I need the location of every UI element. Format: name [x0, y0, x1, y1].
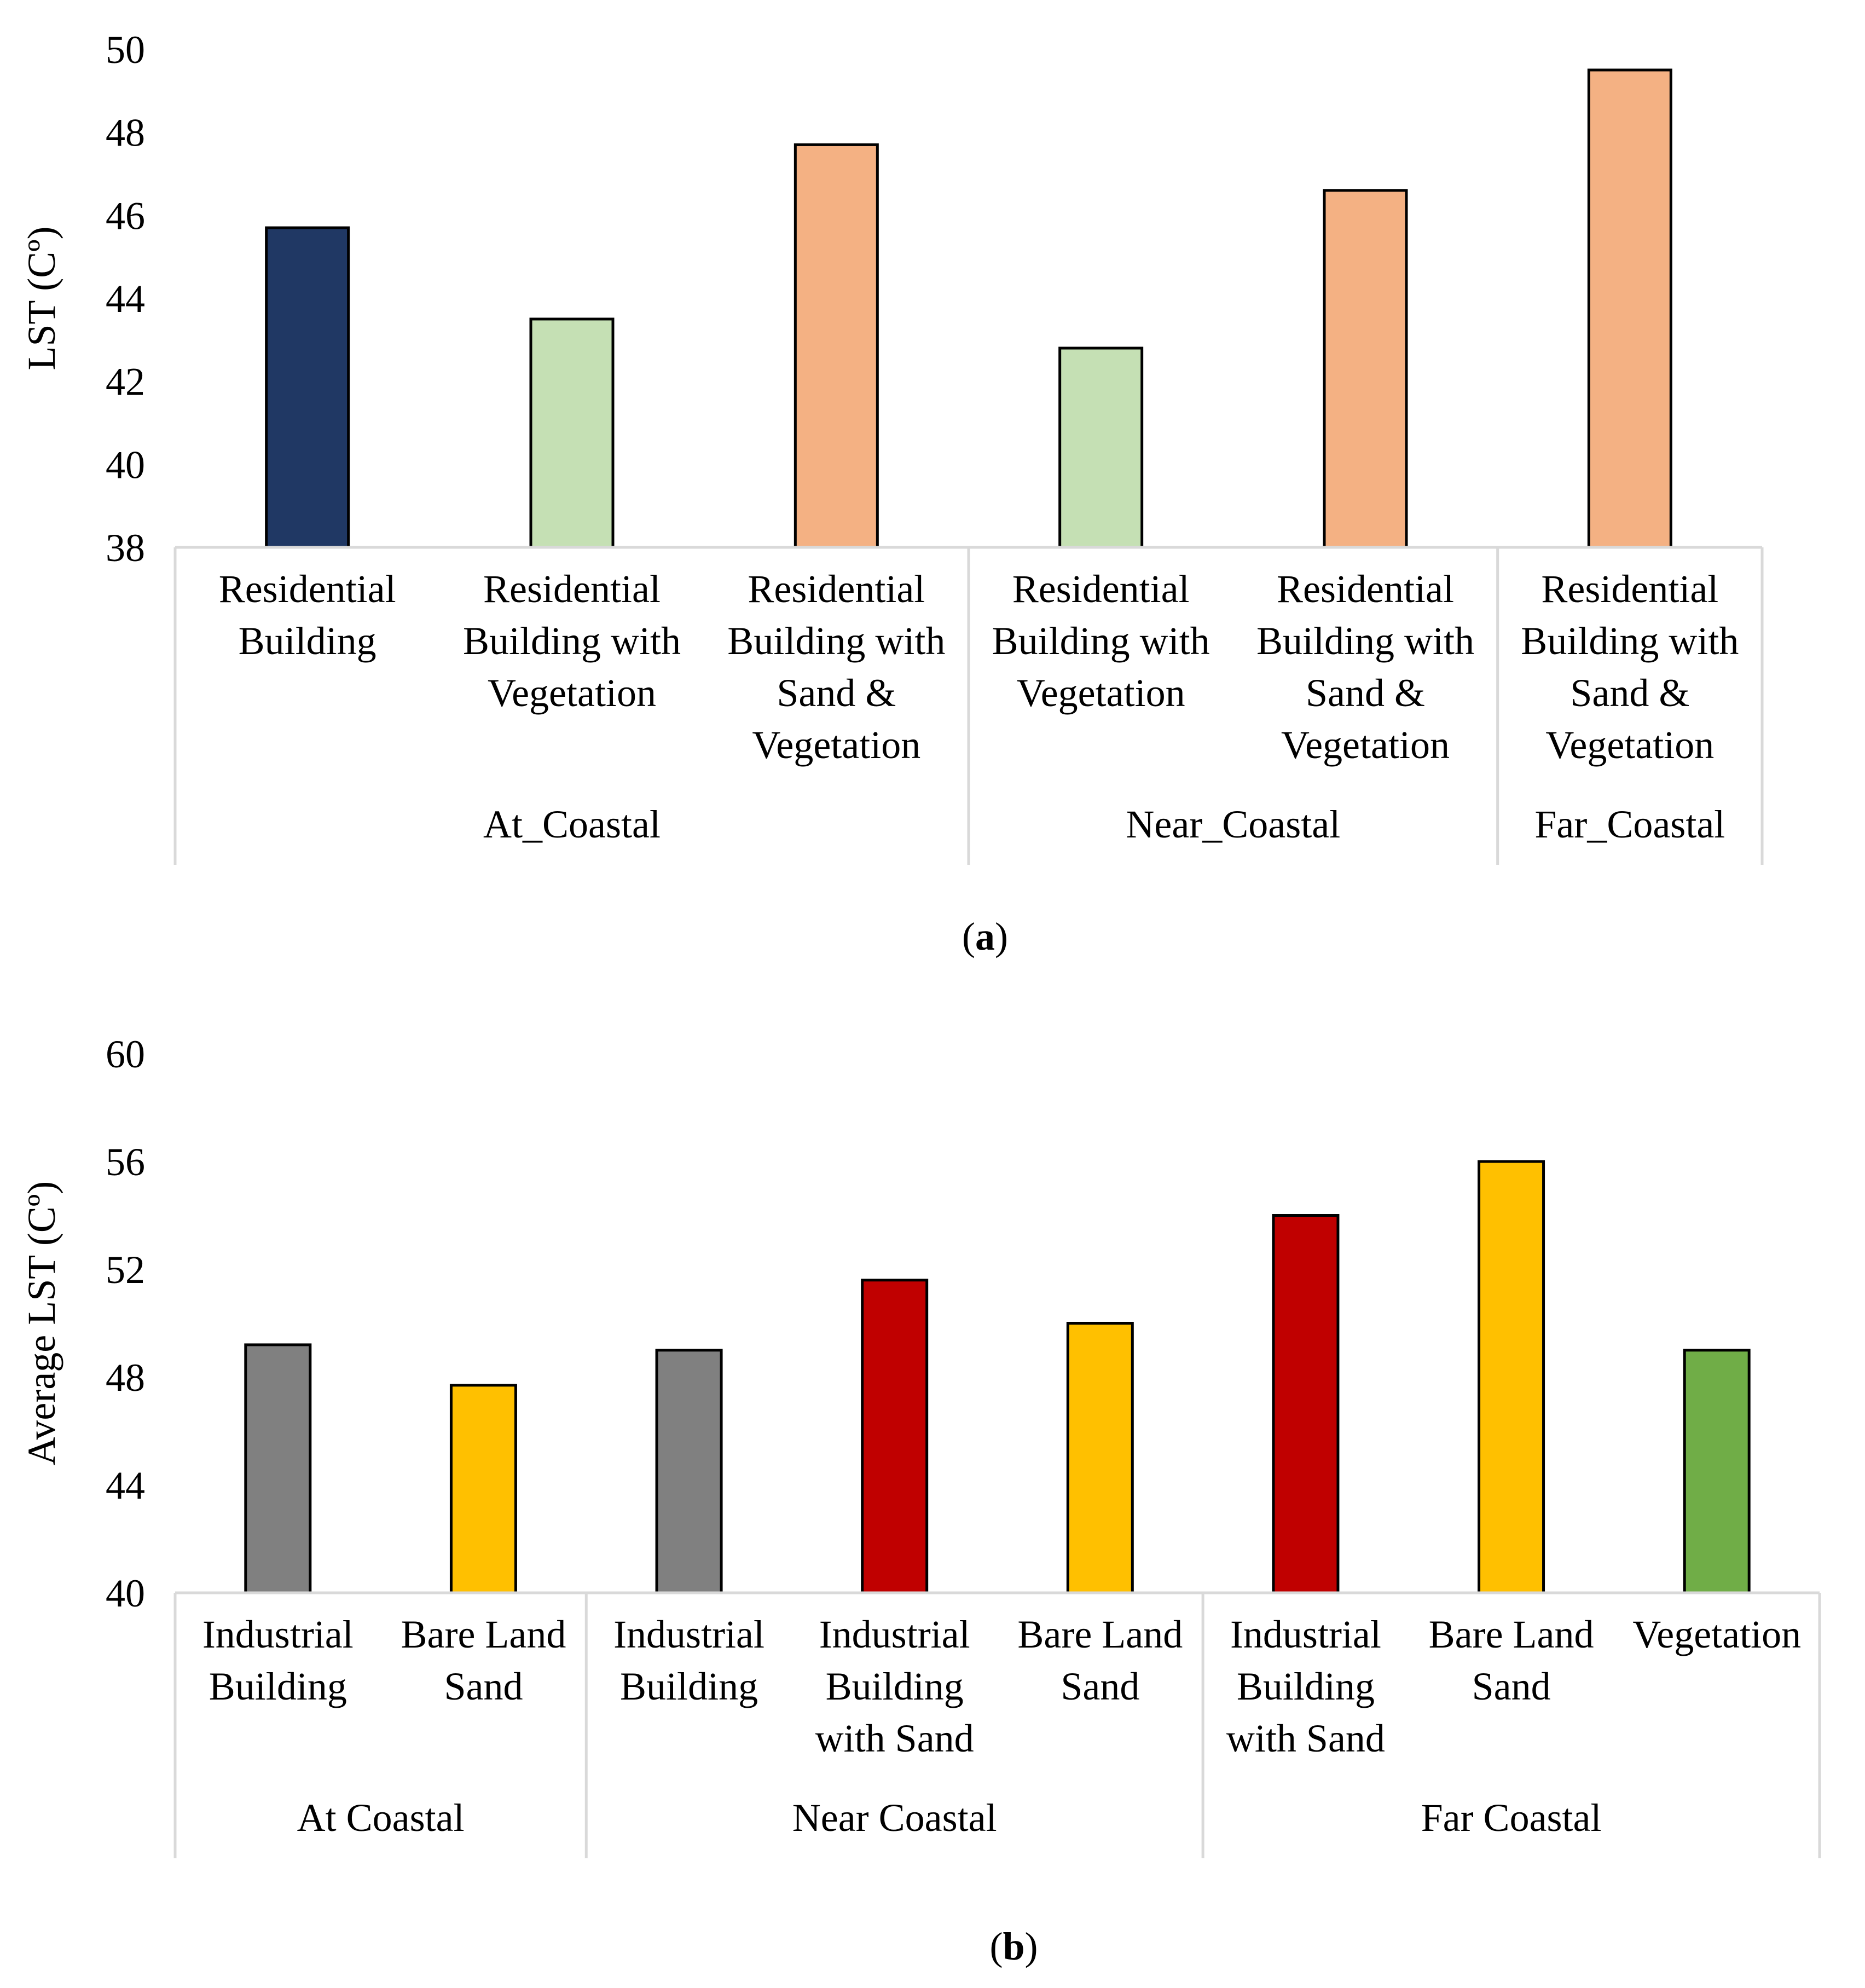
group-label: Near Coastal [792, 1796, 997, 1840]
y-tick-label: 44 [106, 1464, 145, 1507]
category-label-line: Building [1237, 1665, 1375, 1708]
y-tick-label: 42 [106, 360, 145, 404]
y-tick-label: 48 [106, 111, 145, 155]
category-label-line: Bare Land [1429, 1613, 1594, 1656]
y-axis-title: LST (Cº) [20, 226, 63, 370]
category-label-line: Sand & [777, 671, 896, 715]
category-label-line: Residential [1277, 567, 1454, 611]
panel-label-part: ) [1025, 1925, 1038, 1968]
bar [1587, 68, 1672, 549]
category-label: Industrial Building [202, 1613, 354, 1708]
bar [655, 1349, 723, 1594]
category-label-line: Building with [1256, 619, 1474, 663]
category-label-line: Sand & [1570, 671, 1689, 715]
bar [861, 1279, 929, 1594]
category-label: Bare Land Sand [401, 1613, 566, 1708]
category-label-line: with Sand [1226, 1717, 1385, 1760]
y-tick-label: 38 [106, 526, 145, 570]
bar [1058, 346, 1144, 549]
category-label-line: Industrial [613, 1613, 764, 1656]
category-label-line: Building [620, 1665, 758, 1708]
category-label-line: Vegetation [488, 671, 656, 715]
category-label-line: Residential [483, 567, 661, 611]
y-axis-title: Average LST (Cº) [20, 1181, 63, 1466]
y-tick-label: 48 [106, 1356, 145, 1400]
panel-label: (a) [962, 915, 1008, 958]
bar [1272, 1214, 1340, 1594]
category-label-line: Sand [1061, 1665, 1139, 1708]
y-tick-label: 52 [106, 1248, 145, 1292]
chart-b: 40 44 48 52 56 60 Average LST (Cº) Industrial Bu… [20, 1032, 1821, 1968]
category-label-line: Vegetation [1632, 1613, 1801, 1656]
panel-label-part: b [1003, 1925, 1024, 1968]
category-label: Bare Land Sand [1017, 1613, 1183, 1708]
category-label: Vegetation [1632, 1613, 1801, 1656]
category-label-line: Residential [1541, 567, 1718, 611]
category-label: Residential Building with Sand & Vegetation [1256, 567, 1474, 767]
category-label: Industrial Building with Sand [815, 1613, 974, 1760]
category-label: Residential Building with Vegetation [463, 567, 681, 715]
category-label-line: Vegetation [1017, 671, 1185, 715]
category-label-line: Residential [748, 567, 925, 611]
category-label: Residential Building with Vegetation [992, 567, 1210, 715]
y-tick-label: 40 [106, 1571, 145, 1615]
chart-a: 38 40 42 44 46 48 50 LST (Cº) Residential Buildin… [20, 28, 1764, 958]
panel-label-part: ( [962, 915, 975, 958]
y-tick-label: 40 [106, 443, 145, 487]
category-label-line: Industrial [819, 1613, 970, 1656]
category-label-line: Building with [992, 619, 1210, 663]
panel-label: (b) [989, 1925, 1038, 1968]
category-label: Bare Land Sand [1429, 1613, 1594, 1708]
category-label-line: Bare Land [1017, 1613, 1183, 1656]
category-label-line: Sand [1472, 1665, 1551, 1708]
bar [265, 226, 350, 549]
category-label-line: Residential [1012, 567, 1190, 611]
category-label-line: Sand [444, 1665, 523, 1708]
category-label-line: Building [826, 1665, 964, 1708]
category-label-line: Bare Land [401, 1613, 566, 1656]
category-label: Industrial Building with Sand [1226, 1613, 1385, 1760]
group-label: At_Coastal [483, 802, 661, 846]
category-label: Industrial Building [613, 1613, 764, 1708]
bar [1066, 1322, 1134, 1594]
y-tick-label: 46 [106, 194, 145, 238]
category-label-line: Building with [1521, 619, 1739, 663]
y-tick-label: 44 [106, 277, 145, 321]
panel-label-part: ( [989, 1925, 1003, 1968]
group-label: Far Coastal [1421, 1796, 1602, 1840]
category-label-line: Residential [219, 567, 396, 611]
y-tick-label: 50 [106, 28, 145, 72]
category-label: Residential Building with Sand & Vegetation [1521, 567, 1739, 767]
category-label-line: Sand & [1306, 671, 1425, 715]
category-label: Residential Building with Sand & Vegetation [727, 567, 945, 767]
y-tick-label: 56 [106, 1140, 145, 1184]
panel-label-part: ) [995, 915, 1008, 958]
category-label-line: Vegetation [1281, 723, 1450, 767]
panel-label-part: a [975, 915, 995, 958]
bar [244, 1343, 312, 1594]
category-label-line: Building [209, 1665, 347, 1708]
category-label-line: Building with [463, 619, 681, 663]
category-label-line: Building [239, 619, 377, 663]
category-label-line: Industrial [1230, 1613, 1381, 1656]
bar [529, 317, 615, 549]
category-label-line: Building with [727, 619, 945, 663]
bar [1683, 1349, 1751, 1594]
group-label: Near_Coastal [1126, 802, 1340, 846]
category-label-line: Vegetation [752, 723, 920, 767]
bar [449, 1384, 517, 1594]
category-label-line: with Sand [815, 1717, 974, 1760]
group-label: At Coastal [297, 1796, 465, 1840]
bar [1323, 189, 1408, 549]
y-tick-label: 60 [106, 1032, 145, 1076]
bar [794, 143, 879, 549]
category-label-line: Vegetation [1545, 723, 1714, 767]
group-label: Far_Coastal [1534, 802, 1725, 846]
category-label-line: Industrial [202, 1613, 354, 1656]
bar [1478, 1160, 1545, 1594]
category-label: Residential Building [219, 567, 396, 663]
